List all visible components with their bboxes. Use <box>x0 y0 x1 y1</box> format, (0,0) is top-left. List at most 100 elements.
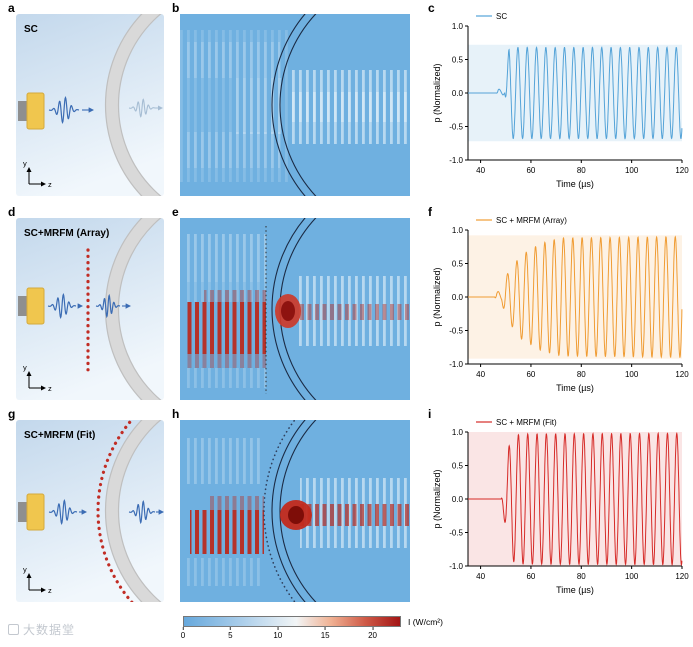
x-axis-title: Time (µs) <box>556 179 594 189</box>
x-tick-label: 100 <box>625 166 639 175</box>
colorbar-gradient <box>183 616 401 627</box>
legend-label: SC <box>496 12 507 21</box>
schematic-sc: y z SC <box>16 14 164 196</box>
chart-sc-mrfm-array-waveform: -1.0 -0.5 0.0 0.5 1.0 40 60 80 100 120 Time (µs) p … <box>432 216 689 393</box>
high-intensity-stripes <box>186 302 266 354</box>
schematic-sc-mrfm-fit: y z SC+MRFM (Fit) <box>16 420 164 602</box>
y-tick-label: 0.0 <box>452 293 464 302</box>
svg-text:z: z <box>48 180 52 189</box>
field-map-sc-mrfm-array <box>180 218 410 400</box>
x-tick-label: 80 <box>577 572 586 581</box>
svg-text:z: z <box>48 586 52 595</box>
y-tick-label: 0.0 <box>452 89 464 98</box>
x-tick-label: 60 <box>526 370 535 379</box>
chart-sc-mrfm-fit-waveform: -1.0 -0.5 0.0 0.5 1.0 40 60 80 100 120 Time (µs) p … <box>432 418 689 595</box>
svg-text:y: y <box>23 159 27 168</box>
field-map-sc-mrfm-fit <box>180 420 410 602</box>
x-tick-label: 80 <box>577 166 586 175</box>
y-tick-label: -0.5 <box>449 326 463 335</box>
y-tick-label: 1.0 <box>452 226 464 235</box>
y-tick-label: -0.5 <box>449 528 463 537</box>
chart-sc-waveform: -1.0 -0.5 0.0 0.5 1.0 40 60 80 100 120 Time (µs) p … <box>432 12 689 189</box>
high-intensity-stripes <box>190 510 264 554</box>
svg-text:y: y <box>23 363 27 372</box>
x-tick-label: 120 <box>675 572 689 581</box>
y-tick-label: 0.5 <box>452 259 464 268</box>
x-axis-title: Time (µs) <box>556 585 594 595</box>
colorbar-tick: 5 <box>228 627 233 640</box>
x-tick-label: 100 <box>625 572 639 581</box>
x-tick-label: 60 <box>526 166 535 175</box>
wave-packet-transmitted <box>128 98 156 118</box>
colorbar: 0 5 10 15 20 <box>181 616 401 642</box>
panel-label-b: b <box>172 1 180 15</box>
coordinate-axes-icon: y z <box>23 363 52 393</box>
y-axis-title: p (Normalized) <box>432 267 442 326</box>
series-line <box>468 46 683 140</box>
y-tick-label: 0.0 <box>452 495 464 504</box>
skull-arc <box>104 420 162 602</box>
x-tick-label: 120 <box>675 370 689 379</box>
watermark-logo-icon <box>8 624 19 635</box>
y-axis-title: p (Normalized) <box>432 63 442 122</box>
schematic-sc-mrfm-array: y z SC+MRFM (Array) <box>16 218 164 400</box>
svg-text:y: y <box>23 565 27 574</box>
panel-label-c: c <box>428 1 435 15</box>
y-tick-label: -0.5 <box>449 122 463 131</box>
colorbar-tick: 10 <box>273 627 282 640</box>
panel-label-h: h <box>172 407 180 421</box>
field-map-sc <box>180 14 410 196</box>
mrfm-fit-line <box>263 420 296 602</box>
mrfm-fit-dots <box>96 420 134 602</box>
legend-label: SC + MRFM (Array) <box>496 216 567 225</box>
colorbar-label: I (W/cm²) <box>408 617 443 627</box>
focal-spot-core <box>288 506 304 524</box>
y-tick-label: -1.0 <box>449 360 463 369</box>
y-tick-label: -1.0 <box>449 156 463 165</box>
series-line <box>468 431 683 567</box>
x-tick-label: 40 <box>476 572 485 581</box>
svg-text:z: z <box>48 384 52 393</box>
wave-packet-incident <box>48 95 80 125</box>
y-tick-label: 1.0 <box>452 22 464 31</box>
series-line <box>468 235 683 359</box>
y-tick-label: 1.0 <box>452 428 464 437</box>
schematic-title: SC+MRFM (Fit) <box>24 430 95 441</box>
coordinate-axes-icon: y z <box>23 159 52 189</box>
legend-label: SC + MRFM (Fit) <box>496 418 557 427</box>
skull-outline <box>271 14 317 196</box>
panel-label-a: a <box>8 1 15 15</box>
x-tick-label: 80 <box>577 370 586 379</box>
x-tick-label: 40 <box>476 166 485 175</box>
y-tick-label: -1.0 <box>449 562 463 571</box>
schematic-title: SC <box>24 24 38 35</box>
colorbar-tick: 0 <box>181 627 185 640</box>
x-tick-label: 40 <box>476 370 485 379</box>
colorbar-ticks: 0 5 10 15 20 <box>181 627 401 642</box>
y-tick-label: 0.5 <box>452 55 464 64</box>
wave-packet-incident <box>47 292 77 320</box>
panel-label-d: d <box>8 205 16 219</box>
watermark-text: 大数据堂 <box>23 623 76 637</box>
colorbar-tick: 15 <box>321 627 330 640</box>
panel-label-g: g <box>8 407 16 421</box>
x-tick-label: 60 <box>526 572 535 581</box>
x-tick-label: 100 <box>625 370 639 379</box>
x-axis-title: Time (µs) <box>556 383 594 393</box>
skull-arc <box>104 14 162 196</box>
schematic-title: SC+MRFM (Array) <box>24 228 109 239</box>
wave-packet-transmitted <box>95 293 121 319</box>
transducer <box>18 92 45 130</box>
focal-spot-core <box>281 301 295 321</box>
x-tick-label: 120 <box>675 166 689 175</box>
panel-label-f: f <box>428 205 432 219</box>
watermark: 大数据堂 <box>8 621 75 638</box>
wave-packet-incident <box>48 498 78 526</box>
y-tick-label: 0.5 <box>452 461 464 470</box>
wave-packet-transmitted <box>128 499 156 525</box>
panel-label-i: i <box>428 407 432 421</box>
y-axis-title: p (Normalized) <box>432 469 442 528</box>
colorbar-tick: 20 <box>368 627 377 640</box>
skull-outline <box>271 420 317 602</box>
